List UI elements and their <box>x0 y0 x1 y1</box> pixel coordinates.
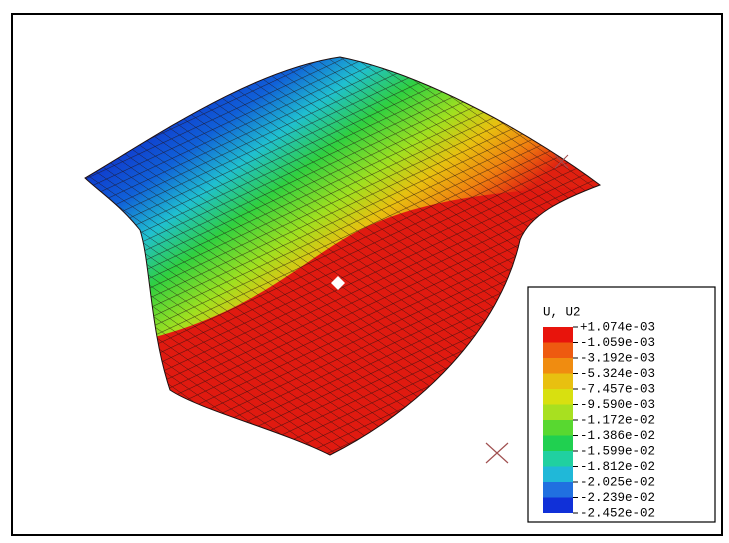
legend-swatch <box>543 342 573 358</box>
viewport-border <box>11 13 723 536</box>
triad-marker <box>485 442 509 464</box>
legend-label: -1.599e-02 <box>580 444 655 458</box>
legend-swatch <box>543 451 573 467</box>
triad-marker <box>554 154 569 169</box>
legend-label: -1.386e-02 <box>580 429 655 443</box>
legend-label: -5.324e-03 <box>580 367 655 381</box>
legend-swatch <box>543 327 573 343</box>
legend-label: -7.457e-03 <box>580 382 655 396</box>
legend: U, U2 +1.074e-03 -1.059e-03-3.192e-03 -5.3… <box>527 286 716 523</box>
legend-swatch <box>543 482 573 498</box>
legend-swatch <box>543 466 573 482</box>
legend-label: -9.590e-03 <box>580 398 655 412</box>
legend-title: U, U2 <box>543 305 581 319</box>
legend-swatch <box>543 373 573 389</box>
legend-label: -2.452e-02 <box>580 506 655 520</box>
mesh-hole <box>331 276 345 290</box>
legend-swatch <box>543 497 573 513</box>
legend-swatch <box>543 358 573 374</box>
legend-swatch <box>543 435 573 451</box>
legend-label: +1.074e-03 <box>580 320 655 334</box>
legend-swatch <box>543 389 573 405</box>
legend-label: -2.025e-02 <box>580 475 655 489</box>
legend-label: -1.059e-03 <box>580 336 655 350</box>
legend-label: -1.812e-02 <box>580 460 655 474</box>
legend-swatch <box>543 404 573 420</box>
legend-swatch <box>543 420 573 436</box>
mesh-outline <box>84 56 602 456</box>
legend-label: -3.192e-03 <box>580 351 655 365</box>
legend-label: -1.172e-02 <box>580 413 655 427</box>
legend-label: -2.239e-02 <box>580 491 655 505</box>
